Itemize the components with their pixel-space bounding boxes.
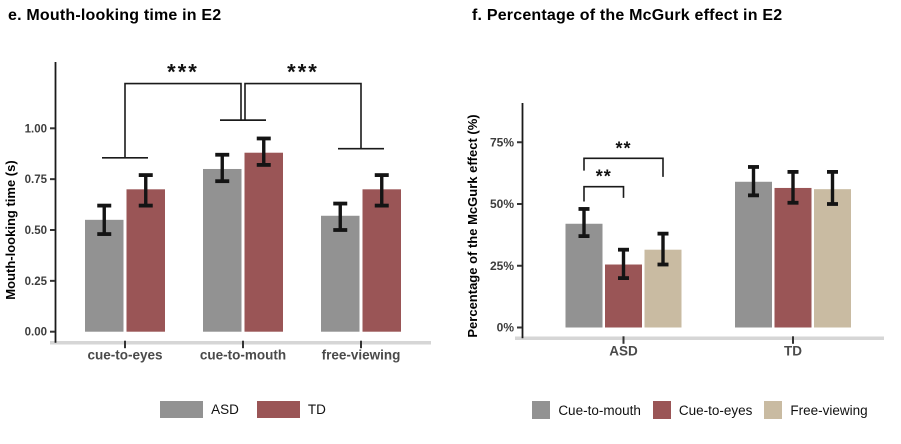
y-tick-label-e: 1.00 bbox=[25, 123, 47, 135]
sig-stars-e: *** bbox=[287, 60, 319, 85]
sig-bracket-e bbox=[244, 82, 362, 149]
bar-f-free-viewing-td bbox=[814, 189, 851, 328]
bar-e-td-cue-to-mouth bbox=[244, 152, 283, 332]
y-tick-label-e: 0.50 bbox=[25, 225, 47, 237]
bar-e-td-free-viewing bbox=[362, 189, 401, 332]
sig-bracket-f bbox=[583, 185, 625, 202]
y-axis-title-e: Mouth-looking time (s) bbox=[3, 160, 18, 299]
legend-item-asd: ASD bbox=[160, 401, 239, 418]
chart-e-legend: ASD TD bbox=[55, 401, 431, 418]
x-category-label-td: TD bbox=[784, 343, 802, 358]
legend-label-cue-to-eyes: Cue-to-eyes bbox=[678, 402, 753, 418]
bar-e-asd-cue-to-mouth bbox=[203, 168, 242, 332]
y-tick-label-f: 75% bbox=[490, 135, 514, 149]
y-tick-label-f: 0% bbox=[497, 321, 515, 335]
chart-f-title: f. Percentage of the McGurk effect in E2 bbox=[472, 7, 783, 24]
legend-item-free-viewing: Free-viewing bbox=[764, 401, 868, 419]
legend-swatch-cue-to-mouth bbox=[532, 401, 551, 419]
legend-label-td: TD bbox=[307, 402, 326, 417]
bar-e-asd-cue-to-eyes bbox=[85, 219, 124, 332]
y-tick-label-e: 0.00 bbox=[25, 327, 47, 339]
y-tick-label-f: 25% bbox=[490, 259, 514, 273]
sig-bracket-e bbox=[124, 82, 242, 158]
y-axis-title-f: Percentage of the McGurk effect (%) bbox=[465, 114, 480, 337]
legend-swatch-free-viewing bbox=[764, 401, 783, 419]
bar-e-td-cue-to-eyes bbox=[126, 189, 165, 332]
legend-label-cue-to-mouth: Cue-to-mouth bbox=[558, 402, 641, 418]
x-category-label-cue-to-eyes: cue-to-eyes bbox=[87, 348, 162, 363]
y-tick-label-e: 0.75 bbox=[25, 174, 48, 186]
x-category-label-cue-to-mouth: cue-to-mouth bbox=[200, 348, 286, 363]
bar-f-cue-to-mouth-td bbox=[735, 181, 772, 328]
sig-stars-e: *** bbox=[167, 60, 199, 85]
legend-swatch-cue-to-eyes bbox=[652, 401, 671, 419]
legend-swatch-td bbox=[256, 401, 300, 418]
y-tick-label-e: 0.25 bbox=[25, 276, 48, 288]
chart-e-title: e. Mouth-looking time in E2 bbox=[8, 7, 222, 24]
legend-item-td: TD bbox=[256, 401, 326, 418]
legend-swatch-asd bbox=[160, 401, 204, 418]
sig-bracket-f bbox=[583, 157, 664, 177]
legend-item-cue-to-mouth: Cue-to-mouth bbox=[532, 401, 641, 419]
legend-label-free-viewing: Free-viewing bbox=[790, 402, 868, 418]
bar-f-cue-to-eyes-td bbox=[774, 187, 812, 328]
bar-e-asd-free-viewing bbox=[321, 215, 360, 332]
legend-label-asd: ASD bbox=[211, 402, 239, 417]
sig-stars-f: ** bbox=[615, 138, 631, 158]
x-category-label-free-viewing: free-viewing bbox=[322, 348, 401, 363]
bar-f-cue-to-mouth-asd bbox=[565, 223, 603, 328]
x-category-label-asd: ASD bbox=[609, 343, 638, 358]
legend-item-cue-to-eyes: Cue-to-eyes bbox=[652, 401, 753, 419]
y-tick-label-f: 50% bbox=[490, 197, 514, 211]
sig-stars-f: ** bbox=[596, 167, 612, 187]
chart-f-legend: Cue-to-mouth Cue-to-eyes Free-viewing bbox=[512, 401, 888, 419]
